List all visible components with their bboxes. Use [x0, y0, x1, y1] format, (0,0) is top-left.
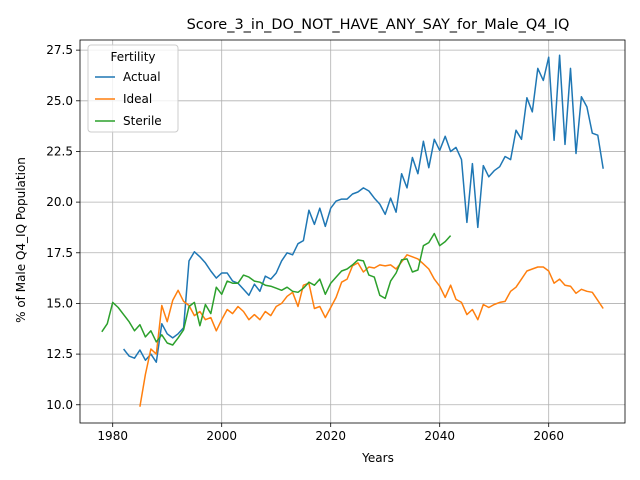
series-line-actual: [123, 54, 604, 363]
chart-title: Score_3_in_DO_NOT_HAVE_ANY_SAY_for_Male_…: [187, 17, 570, 33]
x-tick-label: 1980: [97, 429, 128, 443]
legend: Fertility Actual Ideal Sterile: [87, 44, 179, 133]
y-tick-label: 17.5: [46, 246, 73, 260]
series-lines: [101, 54, 604, 407]
x-axis-title: Years: [361, 451, 394, 465]
x-tick-label: 2040: [424, 429, 455, 443]
y-tick-label: 15.0: [46, 296, 73, 310]
plot-area-frame: [79, 39, 626, 424]
y-tick-label: 12.5: [46, 347, 73, 361]
series-line-ideal: [139, 254, 604, 407]
y-tick-label: 10.0: [46, 398, 73, 412]
x-axis: 1980 2000 2020 2040 2060: [97, 423, 564, 443]
y-tick-label: 20.0: [46, 195, 73, 209]
legend-label-ideal: Ideal: [123, 92, 152, 106]
x-tick-label: 2020: [315, 429, 346, 443]
legend-label-sterile: Sterile: [123, 114, 162, 128]
y-axis-title: % of Male Q4_IQ Population: [14, 157, 28, 323]
x-tick-label: 2060: [533, 429, 564, 443]
legend-title: Fertility: [110, 50, 155, 64]
series-line-sterile: [101, 232, 452, 346]
legend-label-actual: Actual: [123, 70, 161, 84]
y-tick-label: 25.0: [46, 94, 73, 108]
grid-lines: [80, 40, 625, 423]
x-tick-label: 2000: [206, 429, 237, 443]
y-axis: 10.0 12.5 15.0 17.5 20.0 22.5 25.0 27.5: [46, 43, 80, 412]
legend-box: [87, 44, 179, 133]
y-tick-label: 22.5: [46, 144, 73, 158]
y-tick-label: 27.5: [46, 43, 73, 57]
